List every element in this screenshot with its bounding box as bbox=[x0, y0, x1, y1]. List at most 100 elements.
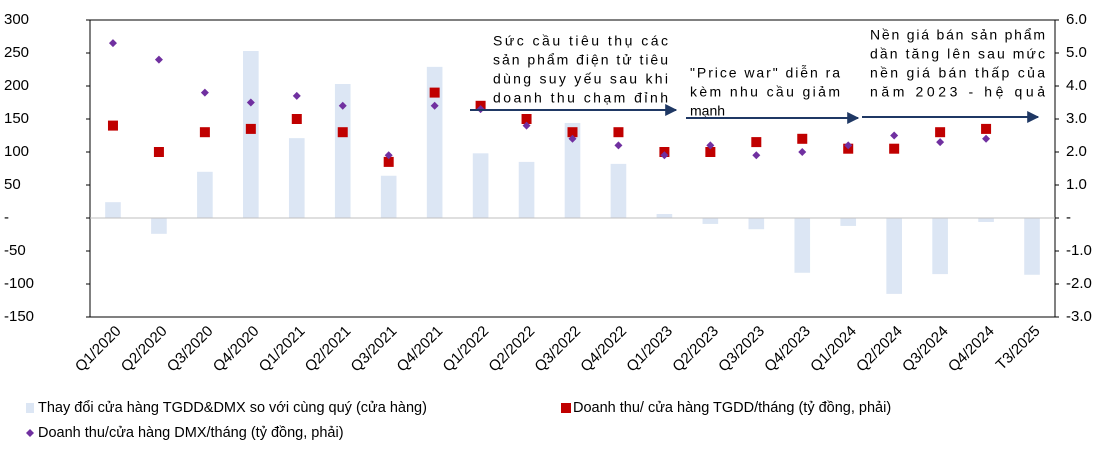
annotation-text: sản phẩm điện tử tiêu bbox=[493, 52, 668, 68]
marker-square bbox=[153, 147, 164, 157]
marker-diamond bbox=[338, 101, 347, 110]
y-tick-label: - bbox=[4, 209, 9, 226]
bar bbox=[748, 218, 765, 230]
marker-diamond bbox=[752, 151, 761, 160]
marker-square bbox=[613, 127, 624, 138]
legend-label: Doanh thu/ cửa hàng TGDD/tháng (tỷ đồng,… bbox=[573, 400, 891, 416]
marker-square bbox=[107, 120, 118, 131]
bar bbox=[932, 218, 948, 275]
y2-tick-label: - bbox=[1066, 209, 1071, 226]
x-tick-label: Q2/2021 bbox=[302, 323, 355, 376]
marker-diamond bbox=[246, 98, 255, 107]
legend-label: Doanh thu/cửa hàng DMX/tháng (tỷ đồng, p… bbox=[38, 425, 344, 441]
x-tick-label: T3/2025 bbox=[993, 323, 1044, 374]
y2-tick-label: -2.0 bbox=[1066, 275, 1092, 292]
bar bbox=[426, 66, 443, 218]
bar bbox=[840, 218, 857, 226]
x-tick-label: Q3/2022 bbox=[531, 323, 584, 376]
marker-square bbox=[337, 127, 348, 138]
marker-square bbox=[199, 127, 210, 138]
bar bbox=[564, 122, 581, 218]
x-tick-label: Q4/2023 bbox=[761, 323, 814, 376]
y-tick-label: -100 bbox=[4, 275, 34, 292]
bar bbox=[105, 202, 121, 218]
bar bbox=[243, 51, 259, 218]
y2-tick-label: -1.0 bbox=[1066, 242, 1092, 259]
y2-tick-label: 4.0 bbox=[1066, 77, 1087, 94]
x-tick-label: Q2/2023 bbox=[669, 323, 722, 376]
y2-tick-label: -3.0 bbox=[1066, 308, 1092, 325]
annotation-text: "Price war" diễn ra bbox=[690, 65, 840, 81]
bar bbox=[978, 218, 994, 222]
legend-swatch bbox=[26, 429, 34, 437]
bar bbox=[702, 218, 719, 224]
marker-diamond bbox=[522, 121, 531, 130]
bar bbox=[518, 161, 535, 218]
bar bbox=[886, 218, 902, 294]
annotation-text: mạnh bbox=[690, 103, 725, 119]
bar bbox=[380, 175, 397, 218]
marker-square bbox=[751, 137, 762, 148]
annotation-text: nền giá bán thấp của bbox=[870, 65, 1045, 81]
legend-swatch bbox=[26, 403, 34, 413]
marker-square bbox=[889, 143, 900, 154]
marker-diamond bbox=[936, 138, 945, 147]
legend-swatch bbox=[561, 403, 571, 413]
x-tick-label: Q3/2023 bbox=[715, 323, 768, 376]
y-tick-label: 100 bbox=[4, 143, 29, 160]
bar bbox=[610, 163, 627, 218]
y2-tick-label: 3.0 bbox=[1066, 110, 1087, 127]
marker-square bbox=[797, 133, 808, 144]
annotation-text: Sức cầu tiêu thụ các bbox=[493, 33, 668, 49]
marker-diamond bbox=[706, 141, 715, 150]
x-tick-label: Q4/2022 bbox=[577, 323, 630, 376]
x-tick-label: Q1/2022 bbox=[440, 323, 493, 376]
y2-tick-label: 2.0 bbox=[1066, 143, 1087, 160]
y-tick-label: 150 bbox=[4, 110, 29, 127]
bar bbox=[288, 138, 305, 218]
marker-diamond bbox=[982, 134, 991, 143]
bar bbox=[794, 218, 811, 273]
marker-diamond bbox=[660, 151, 669, 160]
annotation-text: dùng suy yếu sau khi bbox=[493, 71, 668, 87]
x-tick-label: Q3/2024 bbox=[899, 323, 952, 376]
marker-square bbox=[429, 87, 440, 98]
y-tick-label: 250 bbox=[4, 44, 29, 61]
marker-diamond bbox=[844, 141, 853, 150]
bar bbox=[334, 84, 351, 219]
marker-diamond bbox=[200, 88, 209, 97]
x-tick-label: Q1/2020 bbox=[72, 323, 125, 376]
y2-tick-label: 5.0 bbox=[1066, 44, 1087, 61]
bar bbox=[472, 153, 489, 218]
annotation-text: Nền giá bán sản phẩm bbox=[870, 27, 1045, 43]
x-tick-label: Q1/2021 bbox=[256, 323, 309, 376]
y-tick-label: 50 bbox=[4, 176, 21, 193]
marker-diamond bbox=[292, 91, 301, 100]
marker-square bbox=[981, 123, 992, 134]
marker-diamond bbox=[430, 101, 439, 110]
x-tick-label: Q4/2024 bbox=[945, 323, 998, 376]
y2-tick-label: 1.0 bbox=[1066, 176, 1087, 193]
bar bbox=[656, 214, 673, 218]
marker-square bbox=[705, 147, 716, 157]
marker-square bbox=[291, 114, 302, 124]
bar bbox=[151, 218, 167, 234]
marker-diamond bbox=[154, 55, 163, 64]
x-tick-label: Q4/2021 bbox=[394, 323, 447, 376]
annotation-text: kèm nhu cầu giảm bbox=[690, 84, 840, 100]
x-tick-label: Q2/2022 bbox=[485, 323, 538, 376]
marker-diamond bbox=[568, 134, 577, 143]
marker-diamond bbox=[798, 148, 807, 156]
x-tick-label: Q2/2024 bbox=[853, 323, 906, 376]
marker-diamond bbox=[890, 131, 899, 140]
y-tick-label: 200 bbox=[4, 77, 29, 94]
annotation-text: năm 2023 - hệ quả bbox=[870, 84, 1045, 100]
y-tick-label: 300 bbox=[4, 11, 29, 28]
marker-square bbox=[383, 156, 394, 167]
annotation-text: doanh thu chạm đỉnh bbox=[493, 90, 668, 106]
bar bbox=[197, 171, 213, 218]
x-tick-label: Q4/2020 bbox=[210, 323, 263, 376]
marker-square bbox=[245, 123, 256, 134]
marker-diamond bbox=[108, 39, 117, 48]
